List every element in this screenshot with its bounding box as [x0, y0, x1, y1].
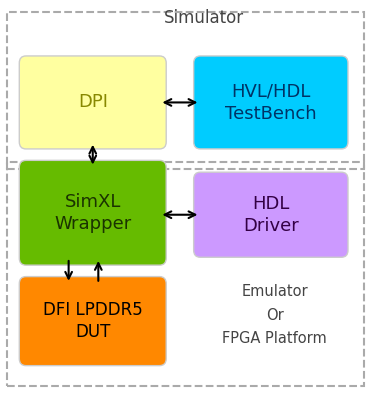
- FancyBboxPatch shape: [194, 172, 348, 257]
- Text: SimXL
Wrapper: SimXL Wrapper: [54, 193, 131, 233]
- Text: Emulator
Or
FPGA Platform: Emulator Or FPGA Platform: [222, 284, 327, 346]
- Text: Simulator: Simulator: [164, 9, 244, 27]
- FancyBboxPatch shape: [19, 56, 166, 149]
- Text: HVL/HDL
TestBench: HVL/HDL TestBench: [225, 82, 316, 123]
- FancyBboxPatch shape: [19, 277, 166, 366]
- Bar: [7, 162, 364, 386]
- Text: DPI: DPI: [78, 93, 108, 112]
- Text: HDL
Driver: HDL Driver: [243, 195, 299, 235]
- FancyBboxPatch shape: [19, 160, 166, 265]
- FancyBboxPatch shape: [194, 56, 348, 149]
- Text: DFI LPDDR5
DUT: DFI LPDDR5 DUT: [43, 301, 142, 341]
- Bar: [7, 12, 364, 169]
